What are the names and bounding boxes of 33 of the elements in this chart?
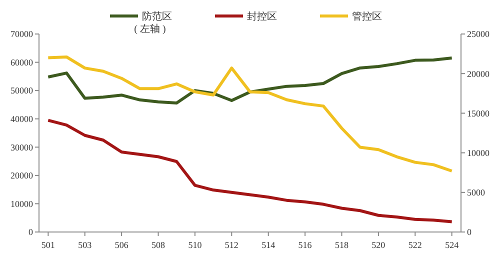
x-tick-label: 520 <box>372 240 386 250</box>
y-tick-label: 70000 <box>10 29 34 40</box>
y-tick-label: 40000 <box>10 114 34 124</box>
legend-label: 封控区 <box>247 10 277 22</box>
y2-tick-label: 10000 <box>467 148 490 158</box>
x-tick-label: 518 <box>334 240 349 250</box>
x-tick-label: 522 <box>408 240 422 250</box>
line-series <box>46 56 454 105</box>
y2-tick-label: 15000 <box>467 108 490 118</box>
x-tick-label: 501 <box>41 240 55 250</box>
x-tick-label: 506 <box>114 240 129 250</box>
x-tick-label: 524 <box>445 240 460 250</box>
x-tick-label: 514 <box>262 240 276 250</box>
y2-tick-label: 25000 <box>467 29 490 40</box>
y-tick-label: 50000 <box>10 86 34 96</box>
legend-label: 防范区 <box>142 10 172 22</box>
y-tick-label: 0 <box>28 227 34 238</box>
x-tick-label: 503 <box>78 240 92 250</box>
line-series <box>46 118 454 224</box>
x-tick-label: 516 <box>298 240 312 250</box>
x-tick-label: 508 <box>152 240 166 250</box>
y2-tick-label: 0 <box>467 227 472 238</box>
y2-tick-label: 5000 <box>467 188 486 198</box>
y-tick-label: 10000 <box>10 198 34 209</box>
x-tick-label: 510 <box>188 240 202 250</box>
annotation: ( 左轴 ) <box>134 23 166 35</box>
x-tick-label: 512 <box>224 240 238 250</box>
y2-tick-label: 20000 <box>467 68 490 79</box>
y-tick-label: 60000 <box>10 57 34 68</box>
line-series <box>46 55 454 173</box>
y-tick-label: 30000 <box>10 142 34 152</box>
y-tick-label: 20000 <box>10 170 34 181</box>
legend-label: 管控区 <box>352 10 382 22</box>
